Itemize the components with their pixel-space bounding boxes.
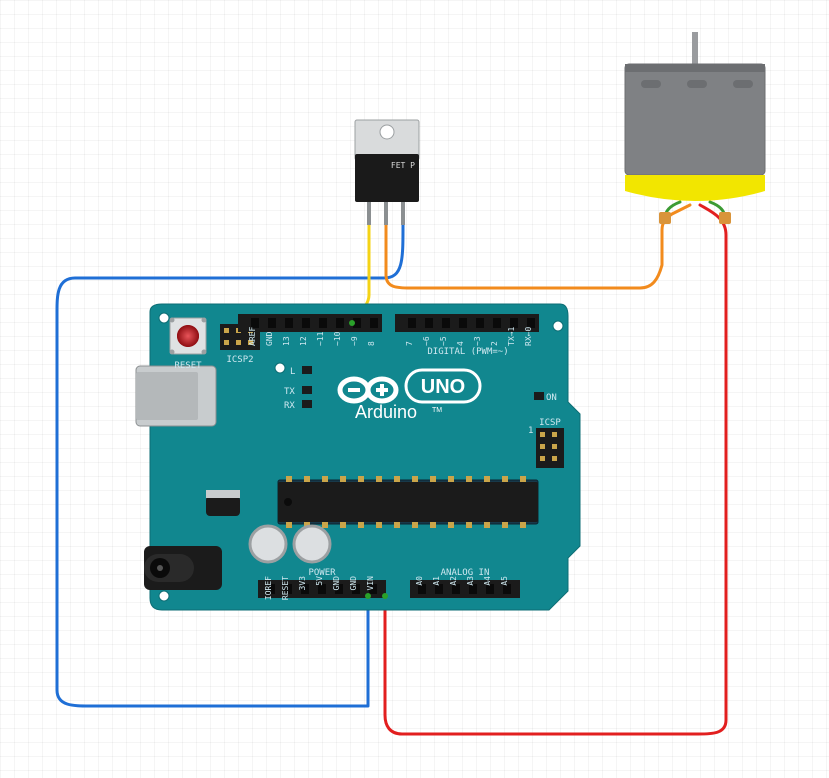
icsp-label: ICSP xyxy=(539,418,561,428)
led-rx-label: RX xyxy=(284,401,295,411)
svg-text:3V3: 3V3 xyxy=(298,576,307,591)
icsp2-label: ICSP2 xyxy=(226,355,253,365)
voltage-regulator xyxy=(206,496,240,516)
circuit-canvas: RESET ICSP2 AREFGND1312~11~10~987~6~54~3… xyxy=(0,0,829,778)
svg-text:IOREF: IOREF xyxy=(264,576,273,600)
svg-text:GND: GND xyxy=(349,576,358,591)
capacitor-2 xyxy=(294,526,330,562)
led-tx-label: TX xyxy=(284,387,295,397)
svg-text:~6: ~6 xyxy=(422,336,431,346)
reset-button[interactable] xyxy=(170,318,207,355)
svg-text:7: 7 xyxy=(405,341,414,346)
power-label: POWER xyxy=(308,568,336,578)
arduino-uno-board[interactable]: RESET ICSP2 AREFGND1312~11~10~987~6~54~3… xyxy=(136,304,580,610)
svg-text:A0: A0 xyxy=(415,576,424,586)
svg-text:4: 4 xyxy=(456,341,465,346)
svg-text:13: 13 xyxy=(282,336,291,346)
digital-pwm-label: DIGITAL (PWM=~) xyxy=(427,347,508,357)
dc-barrel-jack xyxy=(144,546,222,590)
mosfet-to220[interactable]: FET P xyxy=(355,120,419,225)
svg-text:~9: ~9 xyxy=(350,336,359,346)
svg-text:12: 12 xyxy=(299,336,308,346)
tm-label: TM xyxy=(432,407,442,414)
svg-text:~5: ~5 xyxy=(439,336,448,346)
svg-text:1: 1 xyxy=(528,426,533,436)
brand-label: Arduino xyxy=(355,402,417,422)
reset-label: RESET xyxy=(174,361,202,371)
capacitor-1 xyxy=(250,526,286,562)
led-on-label: ON xyxy=(546,393,557,403)
svg-text:RX←0: RX←0 xyxy=(524,327,533,346)
svg-text:FET P: FET P xyxy=(391,161,415,170)
svg-text:TX→1: TX→1 xyxy=(507,327,516,346)
svg-text:~11: ~11 xyxy=(316,331,325,346)
svg-text:GND: GND xyxy=(265,331,274,346)
svg-text:~10: ~10 xyxy=(333,331,342,346)
led-l-label: L xyxy=(290,367,295,377)
model-label: UNO xyxy=(421,376,465,398)
svg-text:GND: GND xyxy=(332,576,341,591)
svg-text:AREF: AREF xyxy=(248,327,257,346)
atmega-chip xyxy=(278,476,538,528)
svg-text:VIN: VIN xyxy=(366,576,375,591)
analog-in-label: ANALOG IN xyxy=(441,568,490,578)
svg-text:RESET: RESET xyxy=(281,576,290,600)
svg-text:8: 8 xyxy=(367,341,376,346)
svg-text:2: 2 xyxy=(490,341,499,346)
svg-text:A5: A5 xyxy=(500,576,509,586)
dc-motor[interactable] xyxy=(625,32,765,224)
svg-text:~3: ~3 xyxy=(473,336,482,346)
mosfet-drain-to-motor-orange xyxy=(386,205,690,288)
